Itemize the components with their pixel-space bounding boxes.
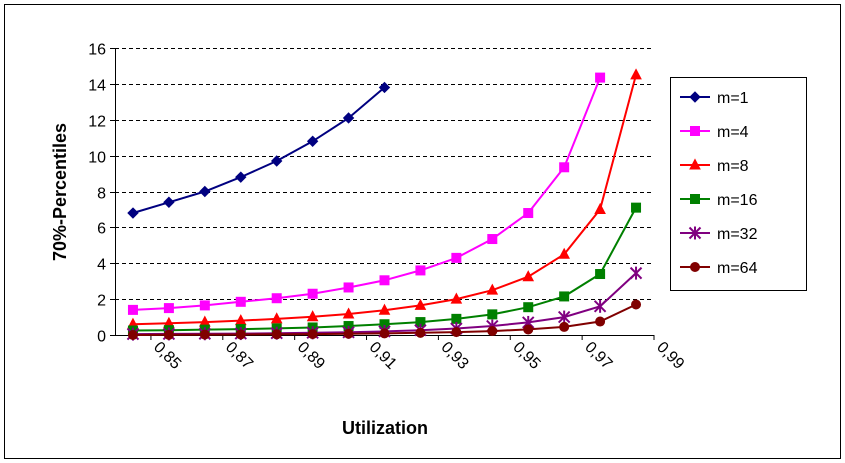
y-axis-title: 70%-Percentiles	[50, 123, 70, 261]
series-line-m4	[132, 77, 602, 311]
legend-entry-m4: m=4	[680, 124, 749, 141]
data-point-m4	[559, 162, 570, 173]
data-point-m64	[595, 316, 606, 327]
data-point-m8	[486, 283, 499, 295]
legend-label: m=4	[717, 124, 749, 141]
data-point-m1	[199, 185, 211, 198]
data-point-m64	[127, 330, 138, 340]
y-tick-label: 4	[97, 257, 106, 274]
data-point-m16	[523, 302, 534, 313]
data-point-m16	[559, 291, 570, 302]
y-tick-label: 0	[97, 329, 106, 346]
data-point-m8	[270, 312, 283, 324]
series-m4	[127, 72, 606, 315]
y-tick-label: 10	[88, 150, 106, 167]
series-m64	[127, 299, 642, 340]
data-point-m8	[306, 310, 319, 322]
data-point-m4	[343, 282, 354, 293]
data-point-m64	[523, 324, 534, 335]
data-point-m16	[451, 313, 462, 324]
data-point-m64	[307, 329, 318, 340]
legend-entry-m32: m=32	[680, 226, 758, 243]
legend-label: m=64	[717, 260, 758, 277]
data-point-m8	[558, 247, 570, 259]
data-point-m4	[451, 252, 462, 263]
legend-entry-m16: m=16	[680, 192, 758, 209]
data-point-m64	[235, 329, 246, 340]
data-point-m32	[593, 299, 607, 313]
data-point-m64	[559, 321, 570, 332]
data-point-m1	[270, 155, 283, 167]
data-point-m32	[629, 266, 643, 280]
plot-area-series	[126, 68, 643, 341]
series-m1	[127, 81, 391, 219]
legend-entry-m1: m=1	[680, 90, 749, 107]
legend-box	[670, 77, 807, 291]
data-point-m64	[343, 328, 354, 339]
legend-label: m=16	[717, 192, 758, 209]
legend-label: m=1	[717, 90, 749, 107]
data-point-m4	[199, 300, 210, 311]
data-point-m64	[415, 327, 426, 338]
legend-marker	[689, 158, 701, 170]
data-point-m1	[306, 135, 319, 147]
data-point-m8	[450, 292, 463, 304]
data-point-m64	[487, 326, 498, 337]
y-tick-label: 6	[97, 221, 106, 238]
y-tick-label: 8	[97, 186, 106, 203]
series-m8	[127, 68, 642, 329]
axis-labels: Utilization 70%-Percentiles	[50, 123, 428, 438]
data-point-m8	[378, 303, 391, 315]
legend-marker	[690, 262, 700, 272]
data-point-m64	[451, 327, 462, 338]
data-point-m1	[378, 81, 391, 94]
y-tick-label: 2	[97, 293, 106, 310]
data-point-m16	[595, 269, 606, 280]
data-point-m8	[342, 307, 355, 319]
data-point-m4	[163, 303, 174, 314]
legend-label: m=32	[717, 226, 758, 243]
data-point-m64	[631, 299, 642, 310]
legend: m=1 m=4 m=8 m=16 m=32 m=64	[670, 77, 807, 291]
data-point-m4	[379, 275, 390, 286]
data-point-m64	[379, 328, 390, 339]
data-point-m64	[271, 329, 282, 340]
legend-entry-m8: m=8	[680, 158, 749, 175]
data-point-m4	[487, 234, 498, 245]
data-point-m64	[199, 329, 210, 340]
data-point-m8	[594, 202, 606, 214]
data-point-m16	[487, 309, 498, 320]
data-point-m8	[522, 270, 535, 282]
data-point-m4	[595, 72, 606, 83]
data-point-m1	[342, 112, 355, 124]
data-point-m4	[415, 265, 426, 276]
y-tick-label: 14	[88, 78, 106, 95]
data-point-m4	[235, 296, 246, 307]
x-axis-title: Utilization	[342, 418, 428, 438]
y-tick-label: 16	[88, 42, 106, 59]
series-line-m1	[132, 86, 386, 214]
data-point-m1	[163, 196, 175, 208]
y-tick-label: 12	[88, 114, 106, 131]
data-point-m4	[307, 288, 318, 299]
data-point-m4	[127, 304, 138, 315]
legend-marker	[690, 194, 700, 204]
data-point-m16	[631, 202, 642, 213]
legend-entry-m64: m=64	[680, 260, 758, 277]
legend-marker	[689, 91, 701, 103]
data-point-m4	[523, 208, 534, 219]
data-point-m1	[235, 171, 247, 183]
data-point-m4	[271, 293, 282, 304]
data-point-m1	[127, 207, 139, 219]
legend-marker	[688, 226, 702, 240]
data-point-m8	[630, 68, 642, 80]
legend-marker	[690, 126, 700, 136]
data-point-m64	[163, 329, 174, 340]
data-point-m32	[557, 310, 571, 324]
data-point-m8	[414, 298, 427, 310]
legend-label: m=8	[717, 158, 749, 175]
